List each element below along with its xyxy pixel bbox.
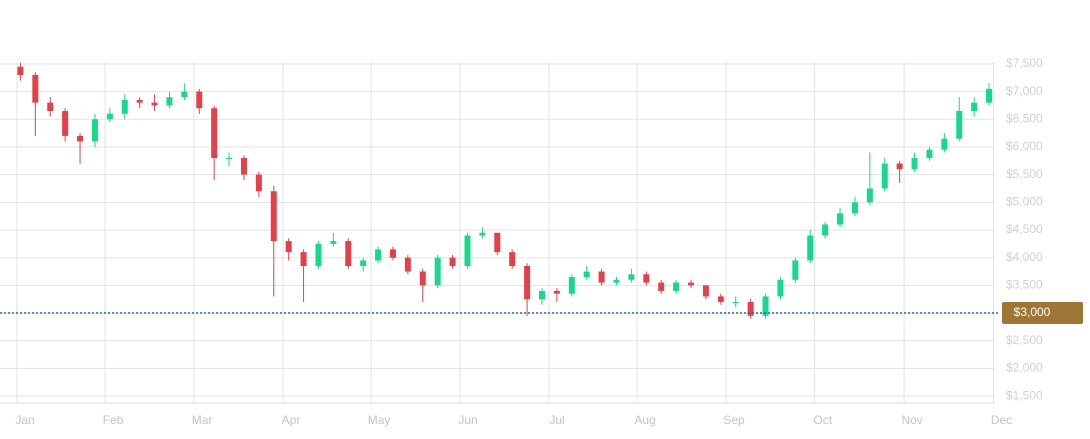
y-tick-label: $3,500 xyxy=(1006,278,1043,292)
candle-body xyxy=(643,274,650,283)
x-tick-label: Jun xyxy=(458,413,477,427)
candle-body xyxy=(971,102,978,111)
candle-body xyxy=(494,232,501,253)
candle-body xyxy=(688,282,695,286)
candle-body xyxy=(315,243,322,266)
candle-body xyxy=(866,188,873,203)
x-tick-label: Jan xyxy=(15,413,34,427)
candle-body xyxy=(911,158,918,170)
candle-body xyxy=(702,285,709,297)
candle-body xyxy=(285,241,292,253)
candle-body xyxy=(255,174,262,192)
candle-body xyxy=(881,163,888,189)
y-tick-label: $4,000 xyxy=(1006,250,1043,264)
candle-body xyxy=(404,257,411,272)
candle-body xyxy=(17,66,24,76)
candle-body xyxy=(389,249,396,258)
y-tick-label: $2,500 xyxy=(1006,333,1043,347)
candle-body xyxy=(434,257,441,286)
candle-body xyxy=(747,301,754,316)
candle-body xyxy=(419,271,426,286)
y-tick-label: $7,500 xyxy=(1006,56,1043,70)
candle-body xyxy=(211,108,218,159)
candle-body xyxy=(464,235,471,266)
x-tick-label: Sep xyxy=(723,413,745,427)
y-tick-label: $2,000 xyxy=(1006,361,1043,375)
candle-body xyxy=(598,271,605,283)
price-label: $3,000 xyxy=(1014,305,1051,319)
x-tick-label: May xyxy=(368,413,391,427)
candle-body xyxy=(732,301,739,303)
x-tick-label: Dec xyxy=(991,413,1012,427)
candle-body xyxy=(240,158,247,175)
candle-body xyxy=(777,279,784,297)
candle-body xyxy=(583,271,590,278)
y-tick-label: $1,500 xyxy=(1006,388,1043,402)
candle-body xyxy=(986,88,993,103)
y-tick-label: $5,500 xyxy=(1006,167,1043,181)
candle-body xyxy=(151,102,158,106)
candle-body xyxy=(91,119,98,142)
candle-body xyxy=(717,296,724,302)
candle-body xyxy=(345,241,352,266)
x-tick-label: Oct xyxy=(813,413,832,427)
candle-body xyxy=(941,138,948,150)
candle-body xyxy=(509,252,516,266)
candle-body xyxy=(136,99,143,103)
candle-body xyxy=(568,277,575,294)
candle-body xyxy=(479,232,486,236)
candle-body xyxy=(896,163,903,170)
candle-body xyxy=(196,91,203,109)
y-tick-label: $5,000 xyxy=(1006,195,1043,209)
candle-body xyxy=(926,149,933,159)
y-tick-label: $6,500 xyxy=(1006,111,1043,125)
candle-body xyxy=(449,257,456,266)
candle-body xyxy=(226,158,233,160)
candle-body xyxy=(851,202,858,214)
candle-body xyxy=(792,260,799,280)
candle-body xyxy=(375,249,382,261)
candle-body xyxy=(807,235,814,261)
candle-body xyxy=(539,290,545,300)
candle-body xyxy=(956,110,963,139)
x-tick-label: Feb xyxy=(103,413,124,427)
y-tick-label: $7,000 xyxy=(1006,84,1043,98)
candle-body xyxy=(837,213,844,225)
candle-body xyxy=(300,252,307,266)
candle-body xyxy=(330,241,337,244)
x-tick-label: Mar xyxy=(192,413,213,427)
candle-body xyxy=(106,113,113,120)
candle-body xyxy=(270,191,277,242)
candle-body xyxy=(658,282,665,291)
candle-body xyxy=(613,279,620,283)
candle-body xyxy=(121,99,128,114)
candle-body xyxy=(360,260,367,266)
y-tick-label: $6,000 xyxy=(1006,139,1043,153)
candle-body xyxy=(524,265,531,300)
candle-body xyxy=(762,296,769,316)
y-tick-label: $4,500 xyxy=(1006,222,1043,236)
candle-body xyxy=(47,102,54,111)
candle-body xyxy=(822,224,829,236)
candle-body xyxy=(77,135,84,142)
x-tick-label: Jul xyxy=(549,413,564,427)
x-tick-label: Nov xyxy=(901,413,922,427)
candle-body xyxy=(32,75,39,103)
candle-body xyxy=(673,282,680,291)
price-label-box xyxy=(1002,302,1083,325)
candle-body xyxy=(553,290,560,294)
candle-body xyxy=(628,274,635,280)
x-tick-label: Aug xyxy=(634,413,655,427)
candle-body xyxy=(166,97,173,106)
candle-body xyxy=(62,110,69,136)
x-tick-label: Apr xyxy=(282,413,301,427)
candle-body xyxy=(181,91,188,98)
